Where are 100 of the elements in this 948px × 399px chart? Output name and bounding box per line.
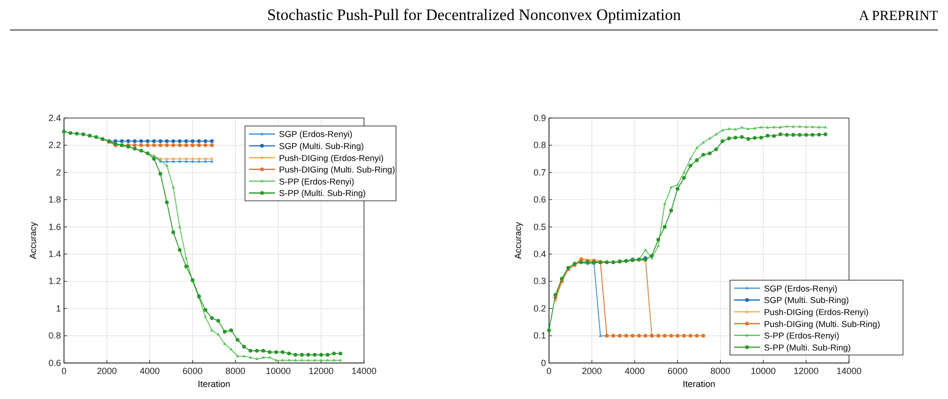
y-tick-label: 1.4 bbox=[48, 248, 61, 259]
point bbox=[210, 316, 214, 320]
point bbox=[94, 135, 98, 139]
point bbox=[178, 157, 182, 160]
x-axis-title: Iteration bbox=[198, 379, 230, 389]
point bbox=[171, 143, 176, 148]
point bbox=[261, 348, 266, 353]
point bbox=[656, 334, 660, 338]
x-tick-label: 2000 bbox=[582, 366, 602, 376]
point bbox=[248, 348, 252, 353]
y-tick-label: 2.4 bbox=[48, 112, 61, 123]
point bbox=[676, 186, 680, 191]
point bbox=[164, 200, 169, 204]
x-tick-label: 10000 bbox=[750, 366, 776, 376]
y-tick-label: 0.8 bbox=[533, 140, 546, 150]
point bbox=[798, 124, 802, 128]
point bbox=[254, 348, 259, 353]
point bbox=[804, 132, 808, 137]
y-tick-label: 0.7 bbox=[533, 167, 546, 178]
point bbox=[663, 202, 666, 205]
point bbox=[720, 128, 724, 132]
point bbox=[746, 127, 750, 130]
y-tick-label: 0.3 bbox=[533, 276, 546, 286]
point bbox=[158, 139, 162, 144]
point bbox=[332, 352, 336, 356]
point bbox=[598, 334, 602, 337]
point bbox=[126, 139, 130, 144]
y-tick-label: 0.1 bbox=[533, 330, 546, 341]
legend-label: SGP (Multi. Sub-Ring) bbox=[279, 141, 364, 151]
point bbox=[662, 334, 667, 338]
y-tick-label: 1.8 bbox=[48, 194, 61, 205]
x-tick-label: 6000 bbox=[668, 366, 688, 376]
point bbox=[759, 136, 764, 140]
point bbox=[210, 139, 214, 144]
point bbox=[682, 170, 686, 174]
point bbox=[701, 152, 706, 157]
point bbox=[210, 328, 214, 332]
point bbox=[760, 125, 763, 128]
point bbox=[184, 157, 188, 160]
legend-label: Push-DIGing (Multi. Sub-Ring) bbox=[764, 318, 880, 329]
point bbox=[688, 164, 692, 168]
legend-label: S-PP (Erdos-Renyi) bbox=[764, 330, 840, 341]
point bbox=[338, 352, 342, 356]
point bbox=[158, 172, 162, 176]
point bbox=[242, 344, 246, 349]
point bbox=[670, 186, 673, 189]
point bbox=[338, 358, 342, 362]
point bbox=[172, 186, 175, 189]
text: Stochastic Push-Pull for Decentralized Nonconvex Optimization bbox=[267, 7, 681, 24]
y-axis-title: Accuracy bbox=[513, 221, 523, 260]
point bbox=[210, 157, 214, 160]
point bbox=[178, 248, 182, 252]
x-tick-label: 12000 bbox=[794, 366, 819, 376]
point bbox=[785, 124, 788, 128]
x-tick-label: 10000 bbox=[266, 366, 291, 376]
y-tick-label: 1.2 bbox=[48, 276, 61, 286]
point bbox=[294, 352, 298, 357]
point bbox=[294, 358, 298, 362]
point bbox=[306, 358, 310, 362]
point bbox=[216, 332, 220, 336]
point bbox=[708, 151, 712, 156]
y-tick-label: 0 bbox=[540, 358, 546, 368]
text: A PREPRINT bbox=[859, 9, 938, 24]
point bbox=[772, 134, 776, 138]
x-tick-label: 14000 bbox=[836, 366, 862, 376]
point bbox=[306, 352, 310, 357]
point bbox=[210, 143, 214, 148]
point bbox=[734, 128, 738, 131]
point bbox=[778, 125, 782, 128]
point bbox=[190, 139, 194, 144]
point bbox=[300, 358, 304, 362]
y-tick-label: 0.5 bbox=[533, 222, 546, 232]
point bbox=[650, 254, 654, 258]
point bbox=[197, 139, 201, 144]
point bbox=[547, 328, 551, 332]
point bbox=[197, 160, 201, 163]
point bbox=[778, 132, 782, 136]
point bbox=[132, 139, 137, 144]
point bbox=[204, 157, 208, 160]
point bbox=[171, 139, 176, 144]
point bbox=[223, 342, 226, 346]
point bbox=[688, 157, 692, 160]
point bbox=[810, 132, 814, 137]
point bbox=[146, 143, 150, 148]
point bbox=[740, 135, 744, 139]
point bbox=[184, 264, 188, 268]
legend-label: S-PP (Multi. Sub-Ring) bbox=[279, 188, 366, 198]
point bbox=[74, 132, 79, 136]
point bbox=[784, 132, 789, 137]
point bbox=[197, 143, 201, 148]
legend-label: SGP (Erdos-Renyi) bbox=[279, 129, 353, 140]
y-axis-title: Accuracy bbox=[28, 221, 38, 260]
point bbox=[184, 256, 188, 260]
point bbox=[824, 125, 828, 128]
point bbox=[222, 330, 227, 334]
point bbox=[178, 139, 182, 144]
point bbox=[158, 143, 162, 148]
point bbox=[326, 358, 330, 362]
point bbox=[242, 354, 246, 358]
point bbox=[171, 230, 176, 234]
